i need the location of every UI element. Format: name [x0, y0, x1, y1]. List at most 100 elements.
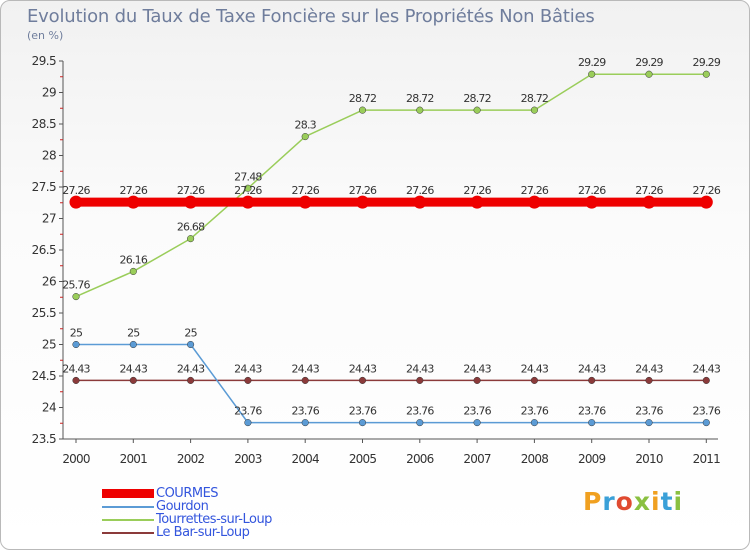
data-label: 28.72 — [406, 92, 434, 105]
data-label: 27.26 — [406, 184, 434, 197]
x-tick-label: 2007 — [463, 452, 491, 466]
y-axis-unit: (en %) — [27, 29, 64, 42]
data-label: 24.43 — [521, 362, 549, 375]
data-label: 27.26 — [291, 184, 319, 197]
legend-label-bar-sur-loup: Le Bar-sur-Loup — [156, 525, 250, 540]
y-tick-label: 29.5 — [32, 54, 56, 68]
data-label: 24.43 — [291, 362, 319, 375]
x-tick-label: 2006 — [406, 452, 434, 466]
data-label: 28.72 — [349, 92, 377, 105]
data-point — [187, 340, 195, 349]
data-label: 23.76 — [521, 405, 549, 418]
data-label: 28.3 — [295, 119, 317, 132]
x-tick-label: 2003 — [234, 452, 262, 466]
data-point — [72, 376, 80, 384]
data-point — [301, 419, 309, 427]
data-label: 27.26 — [578, 184, 606, 197]
y-tick-label: 29 — [42, 86, 56, 100]
data-point — [527, 195, 541, 209]
data-label: 24.43 — [177, 362, 205, 375]
data-point — [358, 106, 367, 114]
x-tick-label: 2010 — [635, 452, 663, 466]
data-point — [244, 419, 252, 427]
data-point — [645, 376, 653, 384]
data-point — [358, 419, 367, 427]
y-tick-label: 28.5 — [32, 117, 56, 131]
data-point — [72, 340, 80, 349]
data-label: 24.43 — [578, 362, 606, 375]
data-label: 24.43 — [349, 362, 377, 375]
x-tick-label: 2001 — [120, 452, 148, 466]
data-label: 23.76 — [291, 405, 319, 418]
data-label: 25 — [184, 327, 197, 340]
data-point — [588, 376, 596, 384]
legend-item-courmes: COURMES — [102, 486, 362, 501]
data-label: 27.26 — [62, 184, 90, 197]
data-point — [69, 195, 83, 209]
data-label: 23.76 — [693, 405, 721, 418]
y-tick-label: 26.5 — [32, 243, 56, 257]
y-tick-label: 26 — [42, 275, 56, 289]
data-point — [702, 376, 710, 384]
data-label: 25 — [127, 327, 140, 340]
y-tick-label: 27 — [42, 212, 56, 226]
data-point — [473, 376, 481, 384]
data-label: 26.16 — [120, 253, 148, 266]
axes: 23.5 24 24.5 25 25.5 26 26.5 27 27.5 28 28.5 29 29.5… — [32, 54, 721, 466]
data-point — [699, 195, 713, 209]
legend-item-tourrettes: Tourrettes-sur-Loup — [102, 512, 362, 527]
x-tick-label: 2005 — [349, 452, 377, 466]
series-layer — [69, 70, 713, 427]
data-point — [416, 419, 424, 427]
data-point — [129, 340, 137, 349]
x-tick-label: 2004 — [292, 452, 320, 466]
data-label: 29.29 — [693, 56, 721, 69]
data-point — [645, 419, 653, 427]
data-label: 28.72 — [521, 92, 549, 105]
data-label: 25.76 — [62, 279, 90, 292]
data-point — [184, 195, 198, 209]
data-label: 23.76 — [463, 405, 491, 418]
y-tick-label: 24 — [42, 401, 56, 415]
data-point — [473, 106, 481, 114]
data-point — [416, 106, 424, 114]
data-label: 27.26 — [349, 184, 377, 197]
x-tick-label: 2002 — [177, 452, 205, 466]
data-point — [187, 376, 195, 384]
data-label: 24.43 — [463, 362, 491, 375]
data-point — [530, 419, 538, 427]
data-label: 24.43 — [406, 362, 434, 375]
data-point — [588, 419, 596, 427]
series-line-gourdon — [75, 343, 708, 424]
y-tick-label: 23.5 — [32, 432, 56, 446]
legend-label-gourdon: Gourdon — [156, 499, 209, 514]
data-label: 25 — [70, 327, 83, 340]
data-label: 23.76 — [406, 405, 434, 418]
x-tick-label: 2000 — [62, 452, 90, 466]
data-label: 28.72 — [463, 92, 491, 105]
data-label: 27.26 — [120, 184, 148, 197]
legend-swatch-bar-sur-loup — [102, 532, 154, 534]
data-point — [588, 70, 596, 78]
data-point — [244, 376, 252, 384]
data-point — [244, 184, 252, 192]
y-tick-label: 27.5 — [32, 180, 56, 194]
data-labels: 27.26 27.26 27.26 27.26 27.26 27.26 27.26 27.26… — [62, 56, 721, 417]
data-label: 27.26 — [635, 184, 663, 197]
legend-label-tourrettes: Tourrettes-sur-Loup — [156, 512, 272, 527]
y-tick-label: 28 — [42, 149, 56, 163]
legend-item-gourdon: Gourdon — [102, 499, 362, 514]
data-point — [129, 267, 137, 275]
data-label: 27.26 — [693, 184, 721, 197]
legend-swatch-gourdon — [102, 506, 154, 508]
data-label: 27.26 — [234, 184, 262, 197]
data-point — [585, 195, 599, 209]
data-point — [358, 376, 367, 384]
data-point — [72, 293, 80, 301]
x-tick-label: 2008 — [521, 452, 549, 466]
data-point — [187, 235, 195, 243]
data-point — [356, 195, 369, 209]
data-point — [126, 195, 140, 209]
data-point — [530, 376, 538, 384]
data-label: 24.43 — [120, 362, 148, 375]
